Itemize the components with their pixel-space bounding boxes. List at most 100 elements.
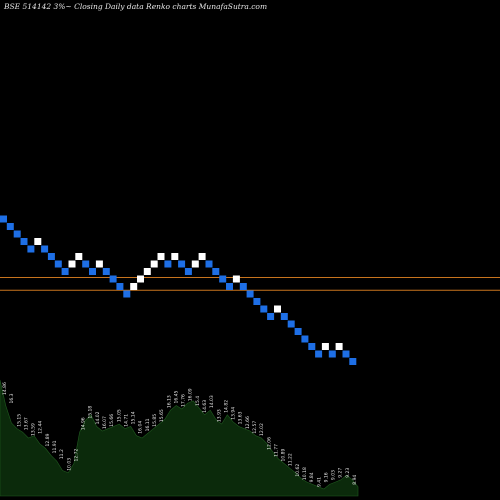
renko-brick-up (150, 260, 158, 268)
volume-label: 16.07 (102, 416, 108, 429)
volume-label: 15.66 (109, 414, 115, 427)
renko-brick-up (68, 260, 76, 268)
renko-brick-up (321, 343, 329, 350)
renko-brick-down (212, 268, 220, 275)
renko-brick-down (27, 245, 35, 253)
volume-label: 9.16 (323, 472, 329, 482)
volume-label: 17.76 (181, 394, 187, 407)
renko-brick-down (102, 268, 110, 275)
renko-brick-up (34, 238, 42, 245)
renko-brick-up (143, 268, 151, 275)
volume-label: 15.65 (159, 409, 165, 422)
volume-label: 12.66 (245, 416, 251, 429)
renko-brick-down (253, 298, 261, 305)
renko-brick-down (205, 260, 213, 268)
volume-label: 11.77 (273, 444, 279, 457)
renko-brick-up (130, 283, 138, 290)
renko-brick-down (47, 253, 55, 260)
volume-label: 15.4 (195, 396, 201, 406)
renko-brick-down (0, 215, 7, 223)
renko-brick-down (123, 290, 131, 298)
renko-brick-down (54, 260, 62, 268)
volume-label: 15.85 (152, 414, 158, 427)
volume-label: 13.93 (216, 409, 222, 422)
volume-area (0, 379, 359, 497)
volume-label: 12.06 (266, 437, 272, 450)
volume-label: 14.02 (95, 411, 101, 424)
volume-label: 12.57 (252, 421, 258, 434)
volume-label: 14.96 (81, 417, 87, 430)
renko-brick-down (294, 328, 302, 335)
volume-label: 10.62 (295, 464, 301, 477)
volume-label: 14.86 (2, 382, 8, 395)
renko-brick-down (280, 313, 288, 320)
renko-brick-down (349, 358, 357, 365)
volume-label: 14.82 (223, 400, 229, 413)
renko-brick-up (75, 253, 83, 260)
volume-area-path (0, 379, 359, 497)
renko-brick-down (41, 245, 49, 253)
renko-brick-down (342, 350, 350, 358)
renko-brick-up (95, 260, 103, 268)
volume-label: 12.44 (38, 421, 44, 434)
renko-brick-down (6, 223, 14, 230)
volume-label: 16.45 (173, 391, 179, 404)
volume-label: 10.18 (302, 467, 308, 480)
volume-label: 15.14 (131, 411, 137, 424)
renko-brick-down (164, 260, 172, 268)
renko-brick-down (308, 343, 316, 350)
renko-brick-down (20, 238, 28, 245)
volume-label: 8.94 (352, 475, 358, 485)
volume-label: 10.03 (66, 458, 72, 471)
renko-brick-down (109, 275, 117, 283)
renko-brick-up (335, 343, 343, 350)
volume-label: 10.89 (281, 449, 287, 462)
volume-label: 9.23 (345, 468, 351, 478)
renko-brick-down (226, 283, 233, 290)
volume-label: 16.09 (188, 388, 194, 401)
volume-label: 12.89 (45, 433, 51, 446)
volume-label: 9.41 (316, 477, 322, 487)
volume-label: 13.63 (238, 411, 244, 424)
renko-brick-down (287, 320, 295, 328)
volume-label: 12.72 (73, 449, 79, 462)
volume-label: 14.03 (209, 395, 215, 408)
volume-label: 15.05 (116, 409, 122, 422)
renko-brick-down (82, 260, 90, 268)
renko-brick-down (315, 350, 323, 358)
volume-label: 12.02 (259, 423, 265, 436)
volume-label: 11.22 (288, 453, 294, 466)
volume-label: 16.3 (9, 393, 15, 403)
renko-brick-down (178, 260, 186, 268)
renko-brick-down (89, 268, 96, 275)
volume-label: 9.84 (309, 472, 315, 482)
volume-label: 11.91 (52, 440, 58, 453)
renko-brick-up (171, 253, 179, 260)
reference-lines (0, 277, 500, 291)
volume-label: 15.18 (88, 406, 94, 419)
volume-label: 15.15 (16, 414, 22, 427)
renko-brick-down (267, 313, 275, 320)
renko-brick-down (301, 335, 309, 343)
renko-brick-down (61, 268, 69, 275)
renko-brick-down (116, 283, 124, 290)
volume-label: 16.04 (138, 421, 144, 434)
volume-label: 9.03 (331, 470, 337, 480)
renko-brick-down (184, 268, 192, 275)
renko-brick-down (328, 350, 336, 358)
renko-brick-up (232, 275, 240, 283)
volume-label: 13.59 (31, 423, 37, 436)
volume-label: 16.13 (166, 395, 172, 408)
renko-bricks (0, 215, 357, 365)
volume-label: 9.27 (338, 468, 344, 478)
renko-brick-down (260, 305, 268, 313)
renko-brick-up (137, 275, 144, 283)
volume-label: 16.11 (145, 418, 151, 431)
renko-brick-down (246, 290, 254, 298)
volume-label: 14.71 (123, 414, 129, 427)
volume-label: 13.94 (231, 407, 237, 420)
renko-brick-up (191, 260, 199, 268)
renko-brick-up (157, 253, 165, 260)
